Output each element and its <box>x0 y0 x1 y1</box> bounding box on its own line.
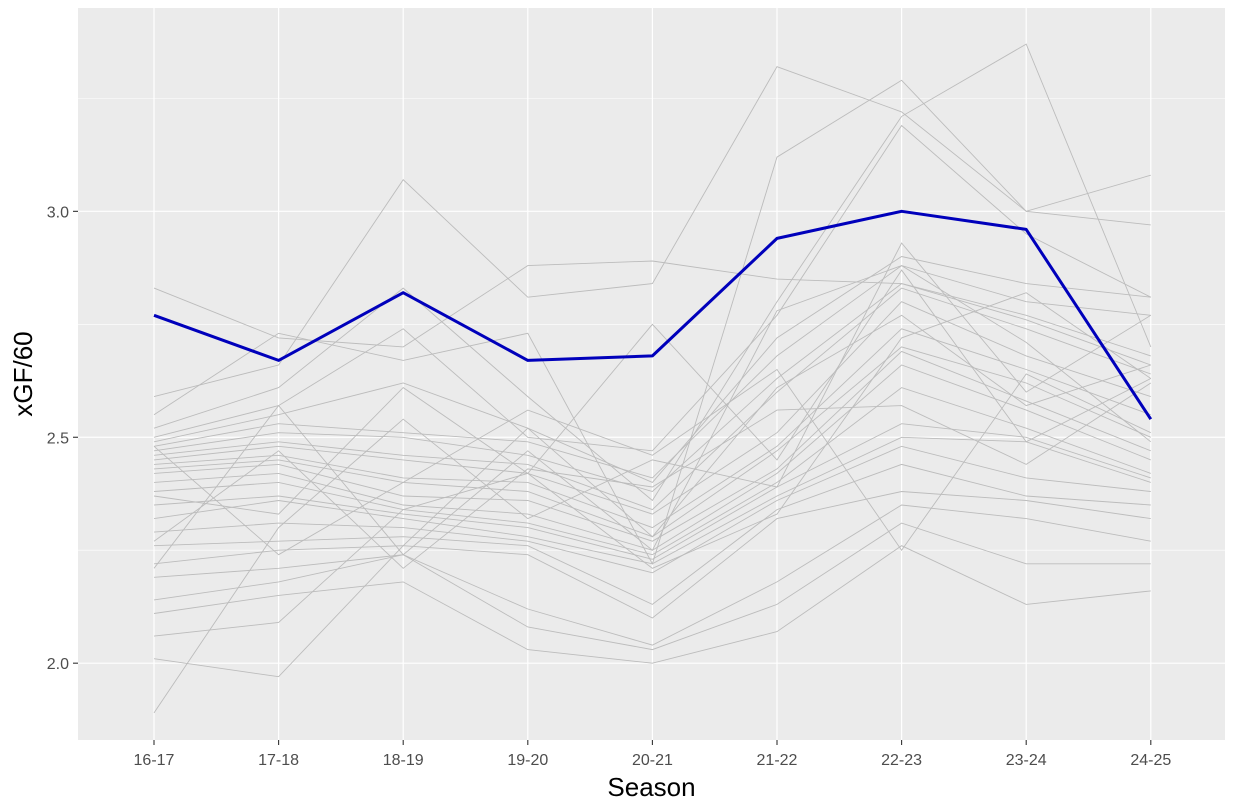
context-series-line <box>153 522 1151 651</box>
context-series-line <box>153 66 1151 398</box>
context-series-line <box>153 242 1152 714</box>
context-series-line <box>153 314 1151 678</box>
y-tick-label: 3.0 <box>47 204 69 221</box>
x-tick-label: 20-21 <box>632 752 673 769</box>
context-series-line <box>153 382 1152 569</box>
context-series-line <box>153 445 1151 574</box>
context-series-line <box>153 260 1151 357</box>
context-series-line <box>153 463 1151 605</box>
context-series-line <box>153 265 1152 569</box>
context-series <box>153 43 1152 714</box>
x-tick-label: 22-23 <box>881 752 922 769</box>
context-series-line <box>153 491 1151 619</box>
highlight-series <box>153 209 1153 421</box>
axes: 16-17 17-18 18-19 19-20 20-21 21-22 22-23 23-24… <box>47 204 1172 769</box>
context-series-line <box>153 368 1151 556</box>
x-axis-title: Season <box>607 772 695 802</box>
context-series-line <box>153 328 1151 529</box>
y-axis-title: xGF/60 <box>8 331 38 416</box>
y-tick-label: 2.5 <box>47 430 69 447</box>
context-series-line <box>153 545 1151 664</box>
x-tick-label: 21-22 <box>757 752 798 769</box>
x-tick-label: 23-24 <box>1006 752 1047 769</box>
x-tick-label: 19-20 <box>507 752 548 769</box>
context-series-line <box>153 287 1151 511</box>
x-tick-label: 24-25 <box>1130 752 1171 769</box>
x-tick-label: 17-18 <box>258 752 299 769</box>
context-series-line <box>153 265 1151 479</box>
context-series-line <box>153 301 1151 515</box>
context-series-line <box>153 504 1151 646</box>
context-series-line <box>153 269 1152 637</box>
context-series-line <box>153 43 1152 502</box>
x-tick-label: 16-17 <box>134 752 175 769</box>
x-tick-label: 18-19 <box>383 752 424 769</box>
context-series-line <box>153 256 1151 483</box>
context-series-line <box>153 124 1152 452</box>
highlight-series-line <box>153 209 1153 421</box>
context-series-line <box>153 436 1151 565</box>
y-tick-label: 2.0 <box>47 656 69 673</box>
context-series-line <box>153 292 1152 569</box>
plot-panel <box>78 8 1225 740</box>
